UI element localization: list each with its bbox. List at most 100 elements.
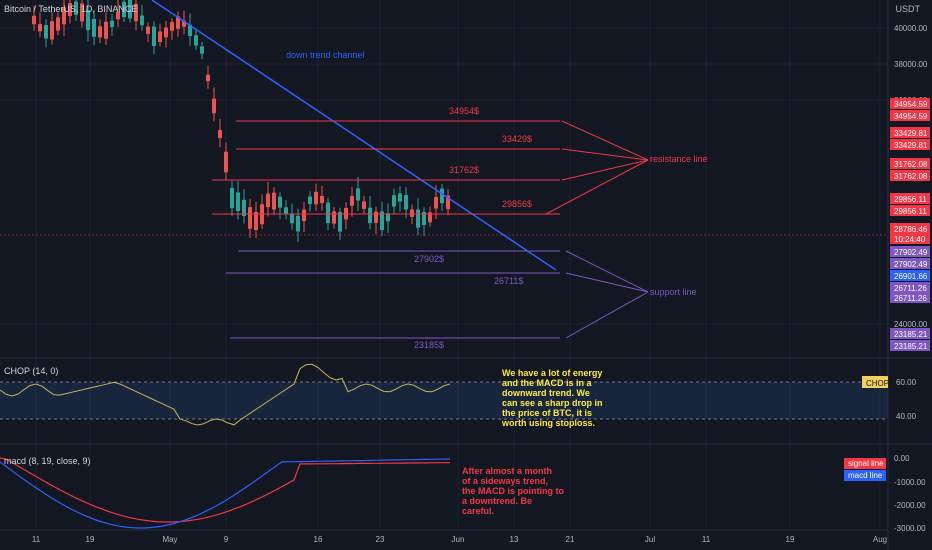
time-axis[interactable]: 11 19 May 9 16 23 Jun 13 21 Jul 11 19 Aug xyxy=(32,535,887,544)
price-label-bg xyxy=(890,98,930,109)
annotation-arrows xyxy=(545,120,649,339)
chart-labels: 34954$ 33429$ 31762$ 29856$ 27902$ 26711$ 2318… xyxy=(286,50,708,350)
time-tick: 11 xyxy=(32,535,41,544)
price-label: 34954.59 xyxy=(894,100,928,109)
candlestick-series xyxy=(32,0,450,243)
time-tick: 13 xyxy=(510,535,519,544)
level-label: 29856$ xyxy=(502,199,532,209)
candle-body xyxy=(332,211,336,224)
price-label: 34954.59 xyxy=(894,112,928,121)
candle-body xyxy=(302,209,306,222)
symbol-header[interactable]: Bitcoin / TetherUS, 1D, BINANCE xyxy=(4,4,138,14)
candle-body xyxy=(194,35,198,46)
time-tick: May xyxy=(162,535,177,544)
price-tick: 24000.00 xyxy=(894,320,928,329)
support-line-label: support line xyxy=(650,287,697,297)
price-label-bg xyxy=(890,170,930,181)
price-label: 26901.66 xyxy=(894,272,928,281)
price-label: 26711.26 xyxy=(894,294,927,303)
candle-body xyxy=(110,20,114,27)
candle-body xyxy=(200,46,204,54)
candle-body xyxy=(38,24,42,32)
price-label-bg xyxy=(890,193,930,204)
candle-body xyxy=(404,195,408,210)
resistance-arrow xyxy=(545,159,649,215)
price-label-bg xyxy=(890,328,930,339)
candle-body xyxy=(134,3,138,22)
price-tick: 40000.00 xyxy=(894,24,928,33)
trend-line[interactable] xyxy=(151,0,557,271)
currency-label: USDT xyxy=(895,4,921,14)
candle-body xyxy=(272,192,276,210)
price-label: 33429.81 xyxy=(894,141,928,150)
candle-body xyxy=(50,21,54,40)
candle-body xyxy=(398,193,402,202)
price-label-bg xyxy=(890,258,930,269)
candle-body xyxy=(254,211,258,230)
candle-body xyxy=(434,196,438,209)
level-label: 31762$ xyxy=(449,165,479,175)
price-label: 27902.49 xyxy=(894,260,928,269)
candle-body xyxy=(392,195,396,207)
candle-body xyxy=(68,3,72,17)
chop-tick: 60.00 xyxy=(896,378,917,387)
candle-body xyxy=(182,20,186,27)
candle-body xyxy=(374,211,378,223)
macd-tick: -2000.00 xyxy=(894,501,926,510)
macd-pane-title[interactable]: macd (8, 19, close, 9) xyxy=(4,456,91,466)
chop-tick: 40.00 xyxy=(896,412,917,421)
price-label: 26711.26 xyxy=(894,284,927,293)
chop-band xyxy=(0,382,888,419)
chop-note: We have a lot of energy and the MACD is … xyxy=(502,368,603,428)
macd-tick: 0.00 xyxy=(894,454,910,463)
candle-body xyxy=(248,207,252,229)
candle-body xyxy=(128,0,132,19)
macd-tick: -1000.00 xyxy=(894,478,926,487)
price-label: 33429.81 xyxy=(894,129,928,138)
time-tick: Jul xyxy=(645,535,655,544)
candle-body xyxy=(80,3,84,22)
price-label: 23185.21 xyxy=(894,330,928,339)
candle-body xyxy=(212,98,216,114)
price-axis[interactable]: 40000.0038000.0036000.0024000.0034954.59… xyxy=(890,24,930,533)
time-tick: 16 xyxy=(314,535,323,544)
candle-body xyxy=(188,24,192,37)
level-label: 34954$ xyxy=(449,106,479,116)
candle-body xyxy=(386,213,390,222)
chop-pane-title[interactable]: CHOP (14, 0) xyxy=(4,366,59,376)
candle-body xyxy=(410,209,414,217)
candle-body xyxy=(290,213,294,224)
candle-body xyxy=(284,207,288,214)
candle-body xyxy=(236,192,240,212)
candle-body xyxy=(350,196,354,206)
price-label: 29856.11 xyxy=(894,195,927,204)
macd-pane: signal line macd line xyxy=(0,457,886,529)
chop-badge-text: CHOP xyxy=(866,379,889,388)
downtrend-line xyxy=(151,0,557,271)
price-label-bg xyxy=(890,158,930,169)
candle-body xyxy=(104,21,108,39)
macd-tick: -3000.00 xyxy=(894,524,926,533)
price-label-bg xyxy=(890,110,930,121)
time-tick: Jun xyxy=(452,535,465,544)
grid-lines xyxy=(0,0,888,530)
candle-body xyxy=(230,187,234,209)
candle-body xyxy=(56,17,60,31)
resistance-arrow xyxy=(561,159,649,181)
price-label-bg xyxy=(890,127,930,138)
signal-line xyxy=(0,457,451,523)
time-tick: 23 xyxy=(376,535,385,544)
legend-signal-text: signal line xyxy=(848,459,884,468)
candle-body xyxy=(206,74,210,82)
candle-body xyxy=(92,18,96,37)
candle-body xyxy=(356,188,360,201)
candle-body xyxy=(440,188,444,204)
candle-body xyxy=(218,130,222,138)
price-label: 31762.08 xyxy=(894,160,928,169)
level-label: 26711$ xyxy=(494,276,523,286)
horizontal-levels[interactable] xyxy=(0,120,888,339)
candle-body xyxy=(170,22,174,31)
price-tick: 38000.00 xyxy=(894,60,928,69)
